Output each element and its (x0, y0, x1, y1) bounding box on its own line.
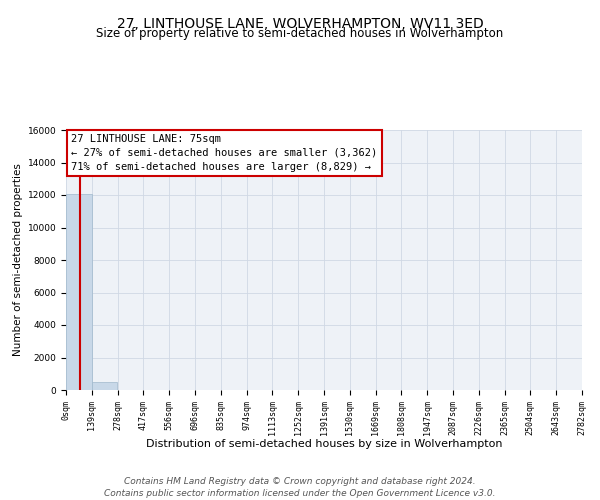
Text: Size of property relative to semi-detached houses in Wolverhampton: Size of property relative to semi-detach… (97, 28, 503, 40)
Text: Contains HM Land Registry data © Crown copyright and database right 2024.
Contai: Contains HM Land Registry data © Crown c… (104, 476, 496, 498)
X-axis label: Distribution of semi-detached houses by size in Wolverhampton: Distribution of semi-detached houses by … (146, 439, 502, 449)
Text: 27, LINTHOUSE LANE, WOLVERHAMPTON, WV11 3ED: 27, LINTHOUSE LANE, WOLVERHAMPTON, WV11 … (116, 18, 484, 32)
Y-axis label: Number of semi-detached properties: Number of semi-detached properties (13, 164, 23, 356)
Bar (66, 194, 92, 390)
Text: 27 LINTHOUSE LANE: 75sqm
← 27% of semi-detached houses are smaller (3,362)
71% o: 27 LINTHOUSE LANE: 75sqm ← 27% of semi-d… (71, 134, 377, 172)
Bar (92, 382, 118, 390)
